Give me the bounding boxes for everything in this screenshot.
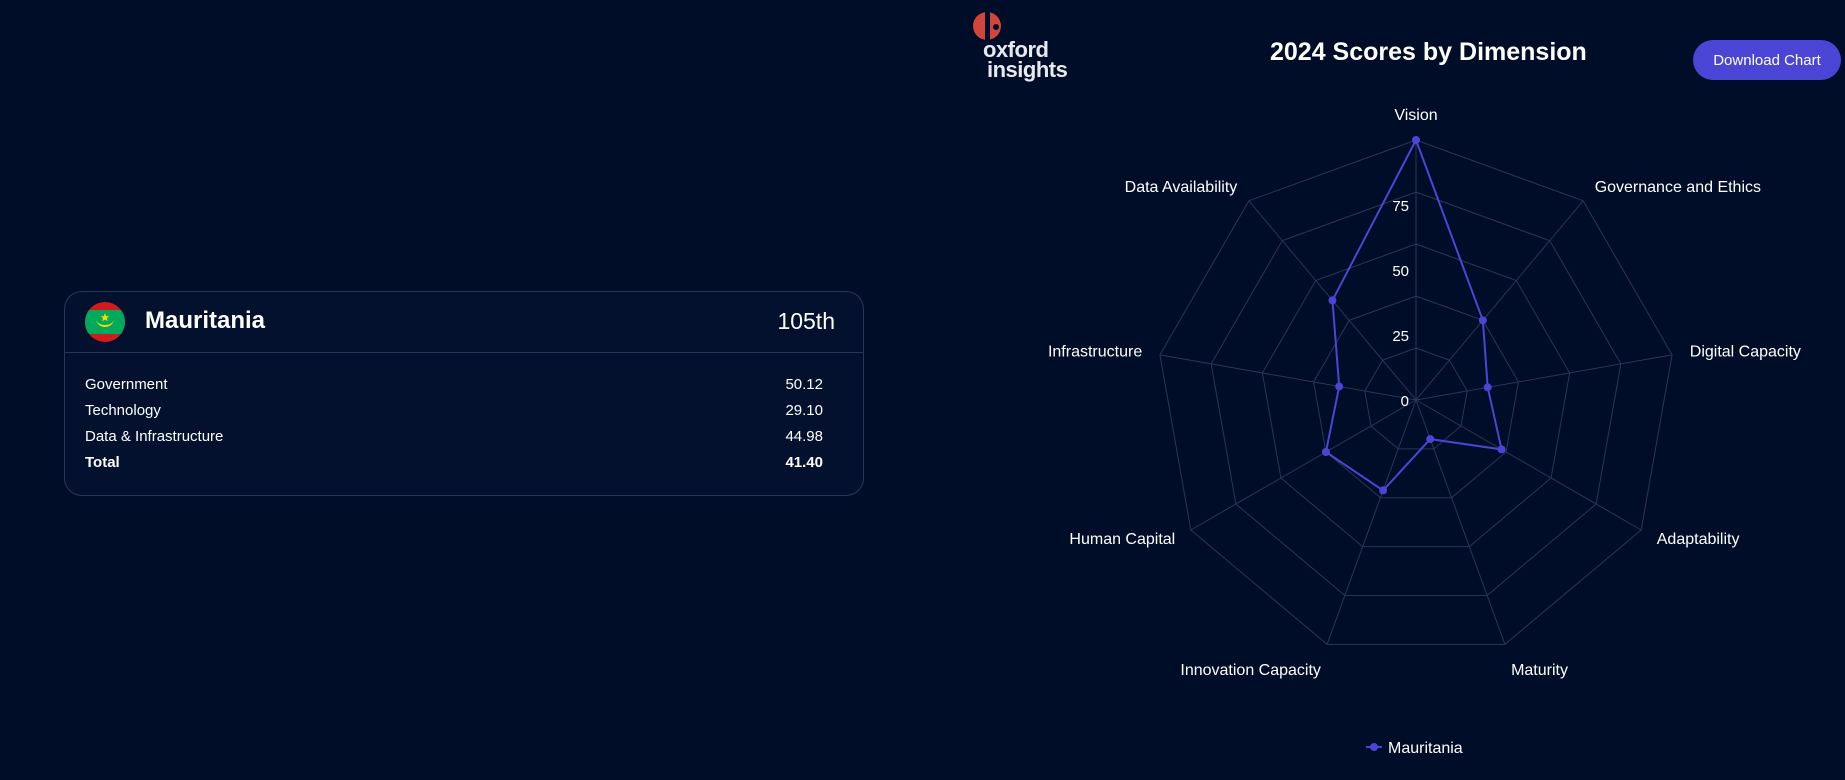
grid-spoke xyxy=(1159,354,1417,401)
axis-label: Governance and Ethics xyxy=(1595,179,1761,196)
grid-ring xyxy=(1364,347,1468,450)
score-row-technology: Technology 29.10 xyxy=(85,400,823,426)
country-score-card: Mauritania 105th Government 50.12 Techno… xyxy=(64,291,864,496)
score-value: 44.98 xyxy=(785,428,823,445)
logo-line-2: insights xyxy=(987,57,1068,82)
data-point xyxy=(1379,486,1388,495)
grid-ring xyxy=(1210,191,1622,596)
logo-line-1: oxford xyxy=(983,37,1049,62)
data-point xyxy=(1412,136,1420,144)
grid-spoke xyxy=(1415,354,1673,401)
download-chart-button[interactable]: Download Chart xyxy=(1693,40,1841,80)
score-row-total: Total 41.40 xyxy=(85,452,823,478)
score-list: Government 50.12 Technology 29.10 Data &… xyxy=(85,374,823,478)
axis-label: Vision xyxy=(1394,107,1437,124)
legend-label: Mauritania xyxy=(1388,740,1463,757)
axis-label: Adaptability xyxy=(1657,531,1740,548)
tick-label: 0 xyxy=(1401,393,1409,410)
score-row-government: Government 50.12 xyxy=(85,374,823,400)
score-value: 29.10 xyxy=(785,402,823,419)
chart-title: 2024 Scores by Dimension xyxy=(1270,38,1587,66)
score-row-data-infrastructure: Data & Infrastructure 44.98 xyxy=(85,426,823,452)
oxford-insights-logo-icon xyxy=(973,12,1001,40)
grid-ring xyxy=(1261,243,1571,548)
axis-label: Maturity xyxy=(1511,662,1568,679)
grid-ring xyxy=(1159,139,1673,645)
grid-spoke xyxy=(1415,399,1642,531)
score-label: Technology xyxy=(85,402,161,419)
legend-marker xyxy=(1370,743,1378,751)
data-point xyxy=(1321,448,1330,456)
card-header: Mauritania 105th xyxy=(65,292,863,353)
data-point xyxy=(1483,383,1492,392)
tick-label: 75 xyxy=(1392,198,1409,215)
data-point xyxy=(1335,382,1344,391)
grid-spoke xyxy=(1326,399,1417,645)
axis-label: Digital Capacity xyxy=(1690,344,1801,361)
logo-text: oxford insights xyxy=(983,37,1068,82)
score-value: 50.12 xyxy=(785,376,823,393)
country-rank: 105th xyxy=(777,308,835,334)
axis-label: Innovation Capacity xyxy=(1180,662,1321,679)
mauritania-flag-icon xyxy=(85,302,125,342)
country-name: Mauritania xyxy=(145,307,266,334)
axis-label: Human Capital xyxy=(1069,531,1175,548)
tick-label: 25 xyxy=(1392,328,1409,345)
data-point xyxy=(1328,296,1337,305)
axis-label: Infrastructure xyxy=(1048,344,1142,361)
data-point xyxy=(1478,316,1487,325)
grid-spoke xyxy=(1190,399,1417,531)
data-point xyxy=(1497,445,1506,454)
score-label: Data & Infrastructure xyxy=(85,428,224,445)
grid-ring xyxy=(1313,295,1519,499)
total-value: 41.40 xyxy=(785,454,823,471)
total-label: Total xyxy=(85,454,120,471)
data-point xyxy=(1426,435,1435,444)
series-line xyxy=(1324,137,1503,492)
score-label: Government xyxy=(85,376,168,393)
axis-label: Data Availability xyxy=(1125,179,1238,196)
grid-spoke xyxy=(1415,200,1584,401)
tick-label: 50 xyxy=(1392,263,1409,280)
